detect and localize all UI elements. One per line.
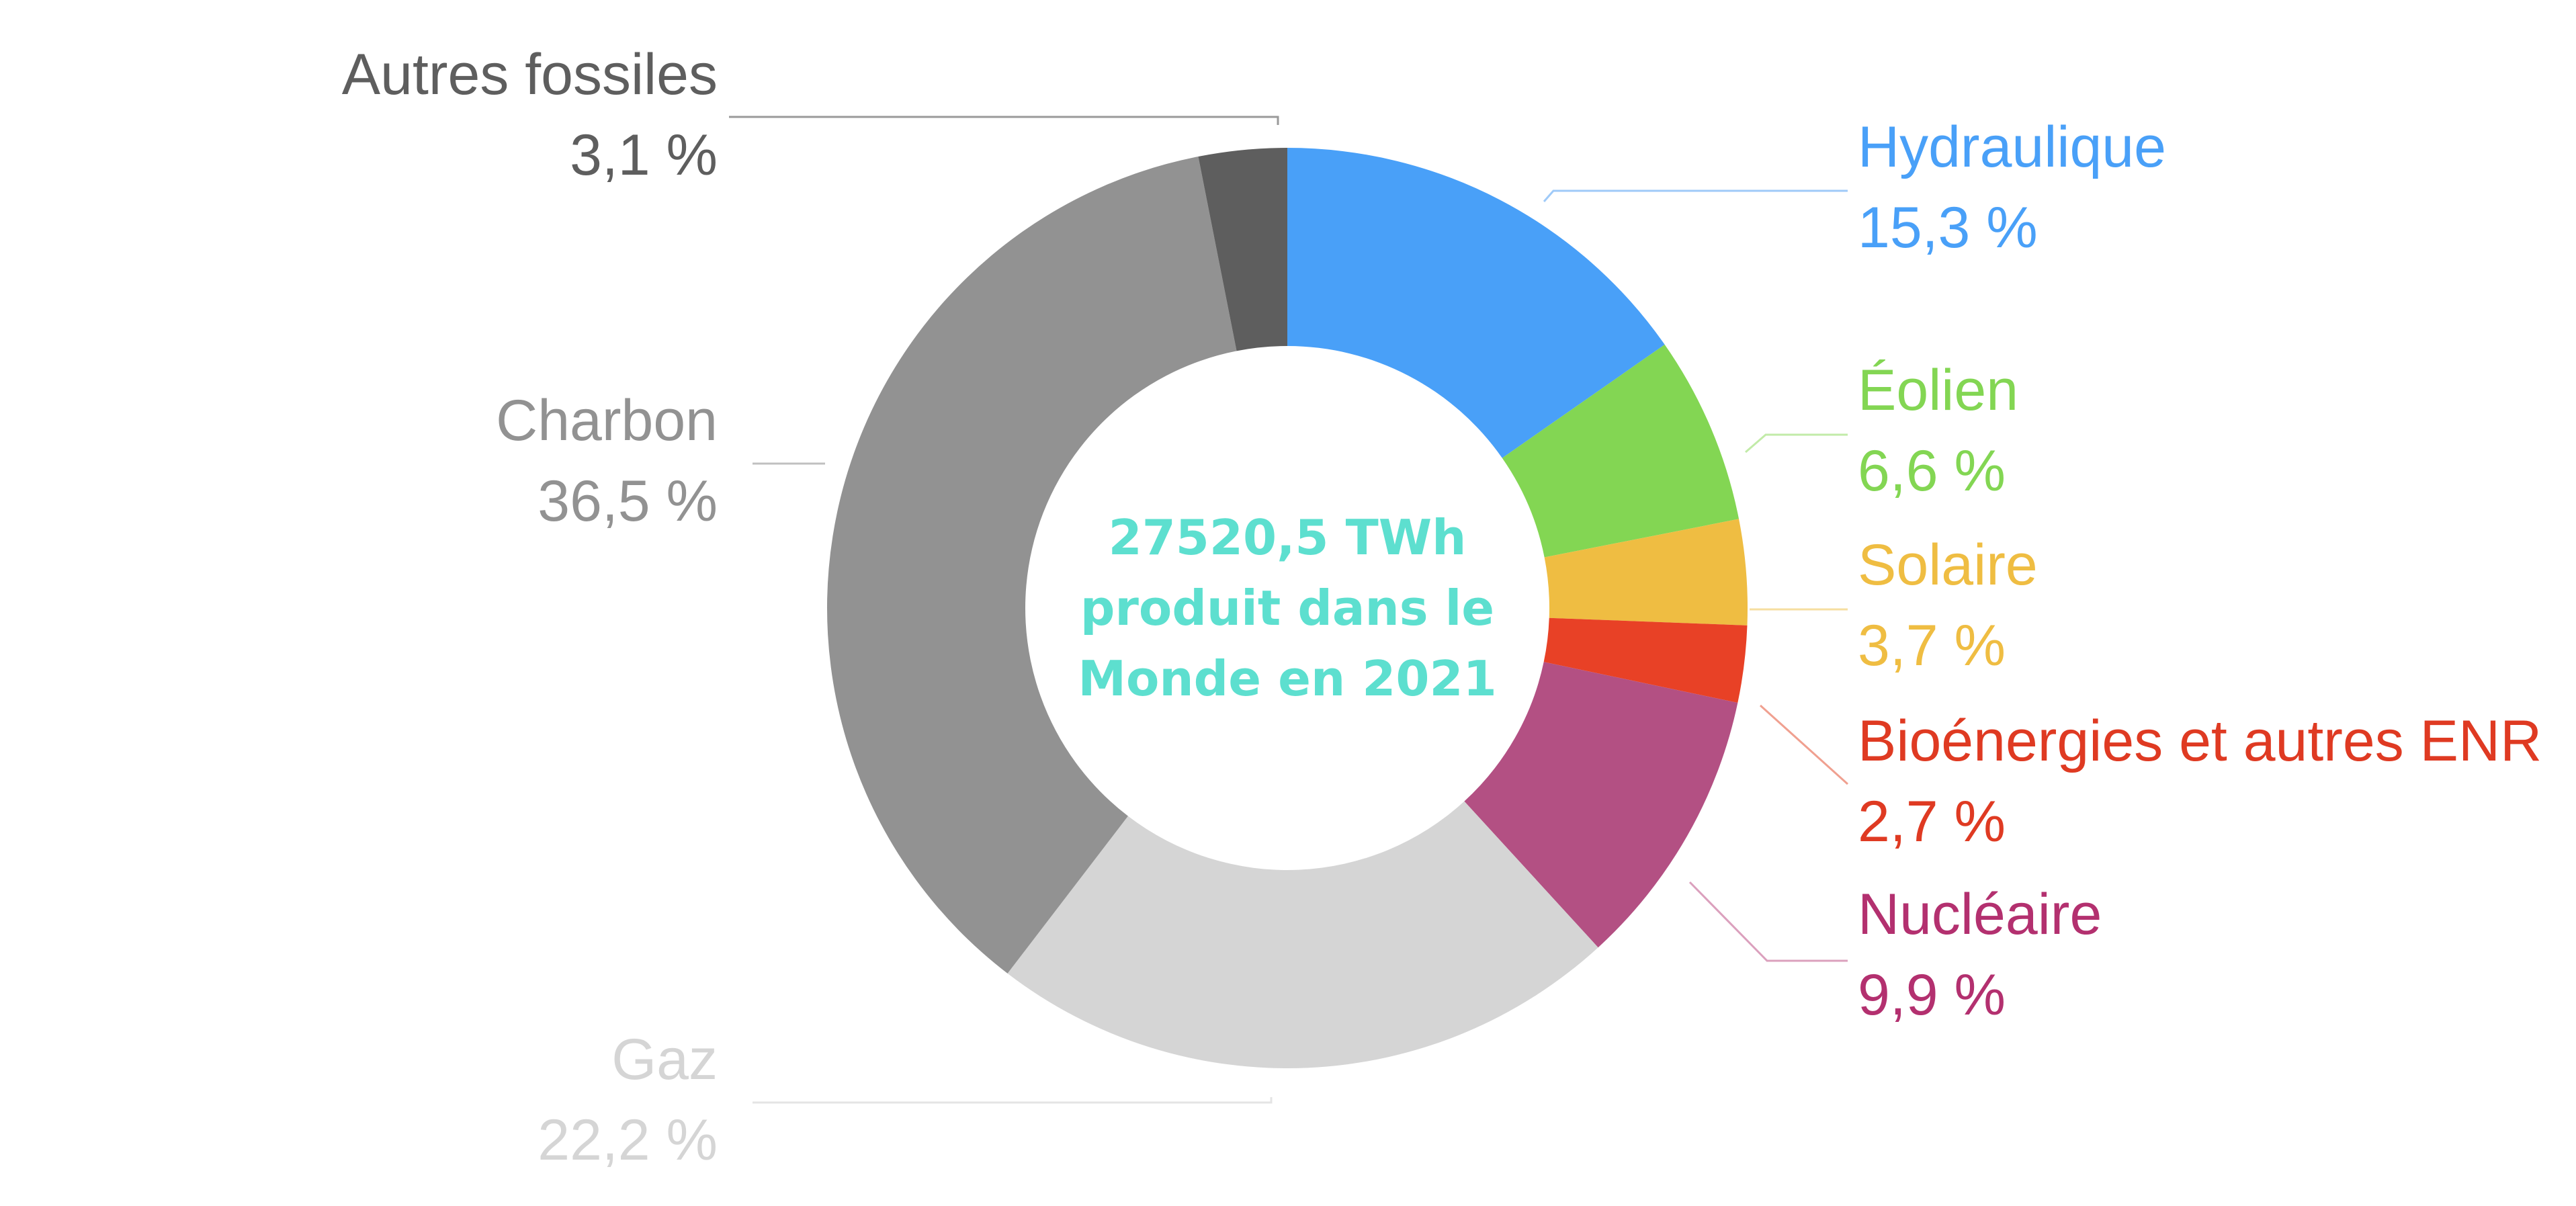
slice-name-eolien: Éolien — [1858, 358, 2018, 423]
slice-value-nucleaire: 9,9 % — [1858, 963, 2006, 1027]
slice-value-eolien: 6,6 % — [1858, 439, 2006, 503]
leader-line-bioenergies-et-autres-enr — [1759, 704, 1849, 785]
slice-charbon — [827, 156, 1237, 974]
slice-name-solaire: Solaire — [1858, 533, 2038, 597]
slice-value-solaire: 3,7 % — [1858, 613, 2006, 678]
slice-value-charbon: 36,5 % — [538, 469, 718, 533]
slice-name-nucleaire: Nucléaire — [1858, 882, 2102, 947]
donut-slices — [827, 148, 1748, 1068]
slice-gaz — [1007, 801, 1598, 1068]
slice-name-autres-fossiles: Autres fossiles — [342, 42, 718, 107]
leader-line-nucleaire — [1688, 881, 1848, 962]
leader-line-gaz — [753, 1097, 1273, 1104]
slice-value-hydraulique: 15,3 % — [1858, 196, 2038, 260]
slice-nucleaire — [1464, 662, 1738, 948]
slice-value-gaz: 22,2 % — [538, 1108, 718, 1172]
leader-lines — [729, 116, 1849, 1104]
center-text-line-2: produit dans le — [1080, 580, 1494, 636]
slice-name-charbon: Charbon — [496, 388, 718, 453]
slice-eolien — [1502, 344, 1740, 558]
center-text-line-3: Monde en 2021 — [1078, 650, 1496, 707]
slice-hydraulique — [1287, 148, 1665, 458]
slice-value-autres-fossiles: 3,1 % — [570, 123, 718, 187]
slice-name-bioenergies-et-autres-enr: Bioénergies et autres ENR — [1858, 709, 2542, 773]
slice-solaire — [1544, 519, 1748, 626]
slice-autres-fossiles — [1198, 148, 1287, 351]
slice-labels: Hydraulique 15,3 % Éolien 6,6 % Solaire 3,7 %… — [342, 42, 2542, 1172]
slice-bioenergies-et-autres-enr — [1543, 617, 1748, 703]
slice-name-hydraulique: Hydraulique — [1858, 115, 2166, 179]
leader-line-autres-fossiles — [729, 116, 1279, 125]
leader-line-eolien — [1745, 433, 1848, 454]
leader-line-hydraulique — [1543, 189, 1848, 202]
center-label: 27520,5 TWh produit dans le Monde en 202… — [1078, 509, 1496, 707]
slice-name-gaz: Gaz — [611, 1027, 718, 1092]
center-text-line-1: 27520,5 TWh — [1109, 509, 1467, 566]
slice-value-bioenergies-et-autres-enr: 2,7 % — [1858, 789, 2006, 854]
